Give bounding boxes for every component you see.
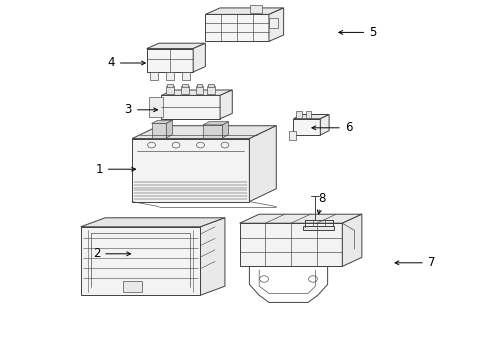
Polygon shape bbox=[249, 126, 276, 202]
Polygon shape bbox=[268, 8, 283, 41]
Bar bbox=[239, 223, 342, 266]
Bar bbox=[122, 281, 142, 292]
Bar bbox=[295, 111, 301, 118]
Text: 7: 7 bbox=[394, 256, 434, 269]
Polygon shape bbox=[203, 122, 228, 125]
Bar bbox=[182, 72, 190, 80]
Bar bbox=[207, 86, 215, 94]
Bar bbox=[195, 86, 203, 94]
Bar bbox=[165, 72, 174, 80]
Bar bbox=[161, 95, 220, 119]
Text: 3: 3 bbox=[124, 103, 157, 116]
Text: 1: 1 bbox=[95, 163, 135, 176]
Polygon shape bbox=[205, 8, 283, 14]
Bar bbox=[81, 227, 200, 295]
Polygon shape bbox=[342, 214, 361, 266]
Bar bbox=[208, 84, 214, 87]
Polygon shape bbox=[161, 90, 232, 95]
Polygon shape bbox=[222, 122, 228, 138]
Polygon shape bbox=[320, 114, 328, 135]
Bar bbox=[289, 131, 296, 140]
Text: 2: 2 bbox=[93, 247, 130, 260]
Polygon shape bbox=[151, 120, 172, 123]
Bar bbox=[293, 119, 320, 135]
Bar bbox=[203, 125, 222, 138]
Polygon shape bbox=[220, 90, 232, 119]
Polygon shape bbox=[239, 214, 361, 223]
Bar bbox=[166, 86, 174, 94]
Bar bbox=[205, 14, 268, 41]
Bar bbox=[305, 111, 311, 118]
Text: 8: 8 bbox=[317, 192, 325, 214]
Bar bbox=[151, 123, 166, 138]
Polygon shape bbox=[293, 114, 328, 119]
Bar bbox=[196, 84, 202, 87]
Polygon shape bbox=[166, 120, 172, 138]
Bar bbox=[132, 139, 249, 202]
Text: 5: 5 bbox=[338, 26, 376, 39]
Polygon shape bbox=[132, 126, 276, 139]
Bar bbox=[181, 86, 188, 94]
Bar bbox=[167, 84, 173, 87]
Bar bbox=[182, 84, 187, 87]
Bar bbox=[268, 18, 277, 28]
Text: 4: 4 bbox=[107, 57, 145, 69]
Bar bbox=[249, 5, 262, 13]
Polygon shape bbox=[193, 43, 205, 72]
Bar bbox=[146, 49, 193, 72]
Polygon shape bbox=[146, 43, 205, 49]
Polygon shape bbox=[303, 226, 333, 230]
Bar bbox=[149, 72, 157, 80]
Text: 6: 6 bbox=[311, 121, 351, 134]
Polygon shape bbox=[200, 218, 224, 295]
Bar bbox=[149, 97, 163, 117]
Polygon shape bbox=[81, 218, 224, 227]
